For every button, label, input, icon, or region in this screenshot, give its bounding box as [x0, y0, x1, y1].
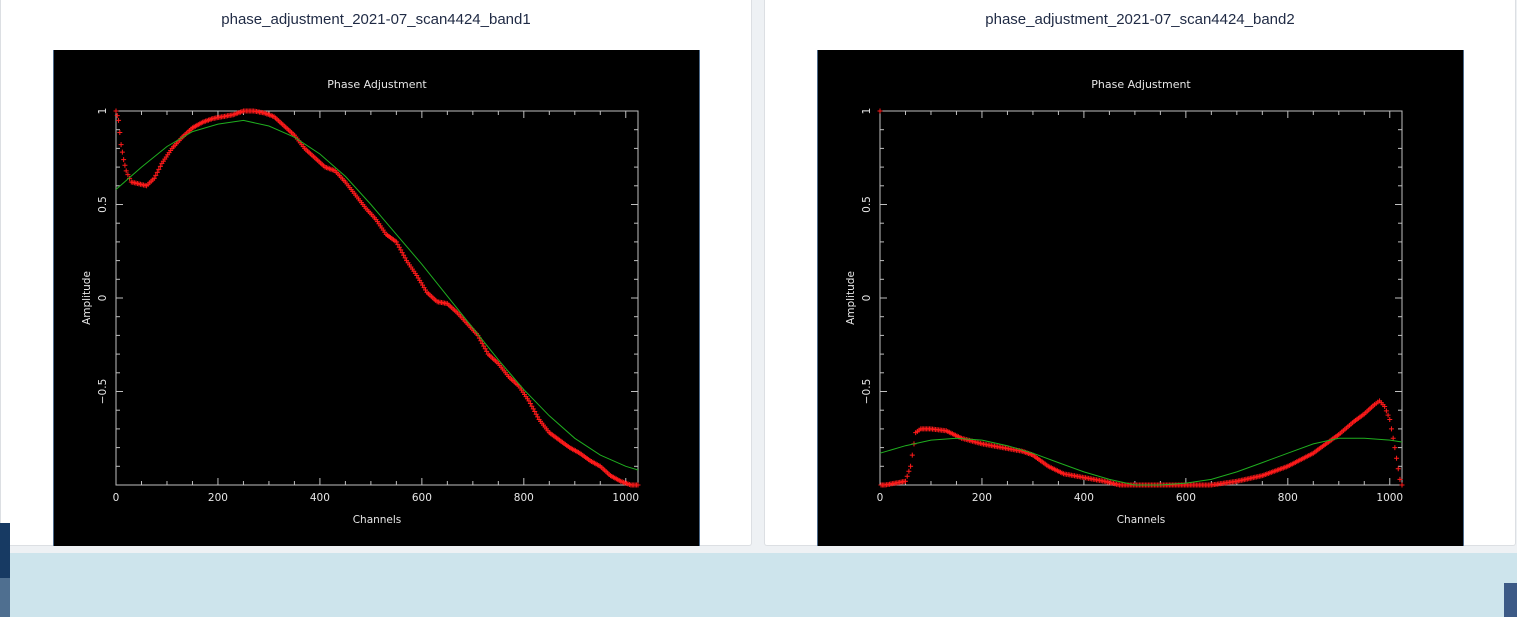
data-point-marker: [527, 401, 533, 407]
data-point-marker: [398, 247, 404, 253]
chart-title: Phase Adjustment: [1091, 78, 1191, 91]
data-point-marker: [113, 108, 119, 114]
data-point-marker: [121, 157, 127, 163]
plot-card-title: phase_adjustment_2021-07_scan4424_band1: [221, 11, 531, 28]
y-tick-label: −0.5: [861, 379, 873, 405]
plot-card-title: phase_adjustment_2021-07_scan4424_band2: [985, 11, 1295, 28]
scroll-to-top-button[interactable]: [1504, 583, 1517, 617]
data-point-marker: [1382, 403, 1388, 409]
plot-image-frame: Phase Adjustment 0 200 400 600 800 1000 1 0.5 0 −0…: [53, 50, 700, 546]
data-point-marker: [526, 398, 532, 404]
x-tick-label: 0: [113, 492, 120, 504]
data-point-marker: [125, 172, 131, 178]
x-tick-label: 400: [1074, 492, 1094, 504]
phase-adjustment-chart-band2: Phase Adjustment 0 200 400 600 800 1000 1 0.5 0 −0…: [845, 78, 1405, 526]
x-tick-label: 200: [972, 492, 992, 504]
x-tick-label: 400: [310, 492, 330, 504]
data-point-marker: [482, 346, 488, 352]
data-point-marker: [157, 163, 163, 169]
data-point-marker: [122, 162, 128, 168]
data-point-marker: [1394, 455, 1400, 461]
y-tick-label: 0: [97, 295, 109, 302]
data-point-marker: [399, 250, 405, 256]
data-point-marker: [635, 482, 641, 488]
data-point-marker: [127, 175, 133, 181]
y-tick-label: 0.5: [861, 196, 873, 213]
data-point-marker: [1392, 445, 1398, 451]
plot-image-frame: Phase Adjustment 0 200 400 600 800 1000 1 0.5 0 −0…: [817, 50, 1464, 546]
data-point-marker: [154, 169, 160, 175]
plot-frame-box: [879, 110, 1403, 486]
y-tick-label: 1: [861, 108, 873, 115]
plot-card-band1: phase_adjustment_2021-07_scan4424_band1 …: [0, 0, 752, 546]
x-tick-label: 200: [208, 492, 228, 504]
data-point-marker: [529, 403, 535, 409]
x-tick-label: 0: [877, 492, 884, 504]
left-edge-tab[interactable]: [0, 523, 10, 578]
chart-title: Phase Adjustment: [327, 78, 427, 91]
data-point-marker: [114, 113, 120, 119]
data-point-marker: [877, 108, 883, 114]
data-point-marker: [481, 343, 487, 349]
x-tick-label: 800: [1278, 492, 1298, 504]
fit-curve-line: [115, 119, 639, 471]
data-point-marker: [1399, 482, 1405, 488]
data-point-marker: [535, 414, 541, 420]
data-point-marker: [1397, 476, 1403, 482]
x-tick-label: 1000: [612, 492, 639, 504]
x-tick-label: 600: [412, 492, 432, 504]
data-point-marker: [533, 411, 539, 417]
data-point-marker: [909, 452, 915, 458]
y-axis-label: Amplitude: [845, 271, 857, 325]
data-point-marker: [401, 252, 407, 258]
data-point-marker: [153, 172, 159, 178]
data-point-marker: [1388, 426, 1394, 432]
data-point-marker: [156, 166, 162, 172]
data-point-marker: [119, 149, 125, 155]
data-point-marker: [395, 242, 401, 248]
data-point-marker: [1395, 466, 1401, 472]
data-point-marker: [1383, 408, 1389, 414]
y-tick-label: 1: [97, 108, 109, 115]
data-point-marker: [1387, 417, 1393, 423]
y-tick-label: −0.5: [97, 379, 109, 405]
data-point-marker: [117, 130, 123, 136]
y-tick-label: 0.5: [97, 196, 109, 213]
data-point-marker: [393, 239, 399, 245]
data-point-marker: [402, 255, 408, 261]
data-point-marker: [1390, 435, 1396, 441]
data-point-marker: [530, 406, 536, 412]
y-tick-label: 0: [861, 295, 873, 302]
plot-frame-box: [115, 110, 639, 486]
left-edge-tab-lower: [0, 578, 10, 617]
data-point-marker: [396, 244, 402, 250]
phase-adjustment-chart-band1: Phase Adjustment 0 200 400 600 800 1000 1 0.5 0 −0…: [81, 78, 641, 526]
fit-curve-line: [879, 437, 1403, 486]
data-point-marker: [123, 168, 129, 174]
data-point-marker: [151, 175, 157, 181]
x-axis-label: Channels: [1117, 514, 1166, 526]
data-point-marker: [904, 473, 910, 479]
y-axis-label: Amplitude: [81, 271, 93, 325]
x-tick-label: 1000: [1376, 492, 1403, 504]
data-point-marker: [1385, 412, 1391, 418]
data-point-marker: [532, 409, 538, 415]
x-tick-label: 800: [514, 492, 534, 504]
data-point-marker: [908, 463, 914, 469]
data-point-marker: [902, 478, 908, 484]
data-point-marker: [118, 142, 124, 148]
x-axis-label: Channels: [353, 514, 402, 526]
footer-band: [0, 553, 1517, 617]
data-point-marker: [484, 348, 490, 354]
plot-card-band2: phase_adjustment_2021-07_scan4424_band2 …: [764, 0, 1516, 546]
data-point-marker: [116, 117, 122, 123]
data-point-marker: [479, 340, 485, 346]
x-tick-label: 600: [1176, 492, 1196, 504]
data-point-marker: [906, 468, 912, 474]
